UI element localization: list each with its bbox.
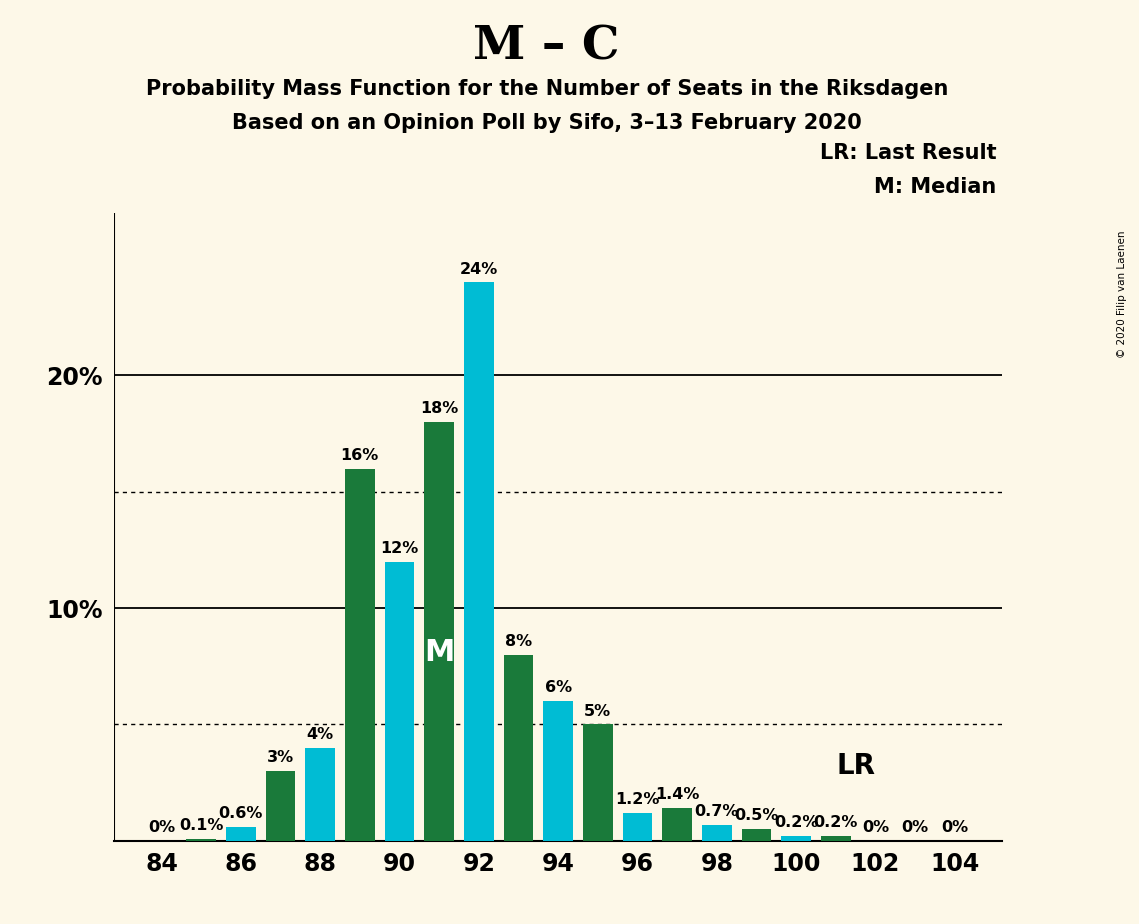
- Bar: [226, 827, 255, 841]
- Bar: [623, 813, 653, 841]
- Bar: [583, 724, 613, 841]
- Bar: [821, 836, 851, 841]
- Bar: [424, 422, 454, 841]
- Text: 0.2%: 0.2%: [813, 815, 858, 831]
- Text: 12%: 12%: [380, 541, 419, 555]
- Text: 0%: 0%: [941, 820, 968, 835]
- Text: 0%: 0%: [901, 820, 928, 835]
- Text: 5%: 5%: [584, 704, 612, 719]
- Text: Probability Mass Function for the Number of Seats in the Riksdagen: Probability Mass Function for the Number…: [146, 79, 948, 99]
- Text: 6%: 6%: [544, 680, 572, 696]
- Bar: [305, 748, 335, 841]
- Text: LR: LR: [836, 752, 875, 781]
- Bar: [781, 836, 811, 841]
- Text: LR: Last Result: LR: Last Result: [820, 143, 997, 164]
- Text: M: M: [424, 638, 454, 667]
- Text: 24%: 24%: [460, 261, 498, 276]
- Bar: [265, 771, 295, 841]
- Text: 0.7%: 0.7%: [695, 804, 739, 819]
- Text: 0.6%: 0.6%: [219, 806, 263, 821]
- Text: 8%: 8%: [505, 634, 532, 649]
- Text: M: Median: M: Median: [875, 177, 997, 198]
- Text: M – C: M – C: [474, 23, 620, 69]
- Text: 16%: 16%: [341, 448, 379, 463]
- Text: 1.2%: 1.2%: [615, 792, 659, 807]
- Bar: [464, 283, 493, 841]
- Text: 0.2%: 0.2%: [773, 815, 818, 831]
- Text: 0.1%: 0.1%: [179, 818, 223, 833]
- Text: 1.4%: 1.4%: [655, 787, 699, 802]
- Text: 3%: 3%: [267, 750, 294, 765]
- Bar: [702, 824, 731, 841]
- Bar: [741, 829, 771, 841]
- Text: 0%: 0%: [862, 820, 888, 835]
- Text: 0%: 0%: [148, 820, 175, 835]
- Bar: [345, 468, 375, 841]
- Text: © 2020 Filip van Laenen: © 2020 Filip van Laenen: [1117, 231, 1126, 359]
- Text: Based on an Opinion Poll by Sifo, 3–13 February 2020: Based on an Opinion Poll by Sifo, 3–13 F…: [232, 113, 861, 133]
- Text: 0.5%: 0.5%: [735, 808, 779, 823]
- Bar: [543, 701, 573, 841]
- Text: 18%: 18%: [420, 401, 458, 416]
- Bar: [662, 808, 693, 841]
- Bar: [503, 655, 533, 841]
- Bar: [187, 838, 216, 841]
- Text: 4%: 4%: [306, 727, 334, 742]
- Bar: [385, 562, 415, 841]
